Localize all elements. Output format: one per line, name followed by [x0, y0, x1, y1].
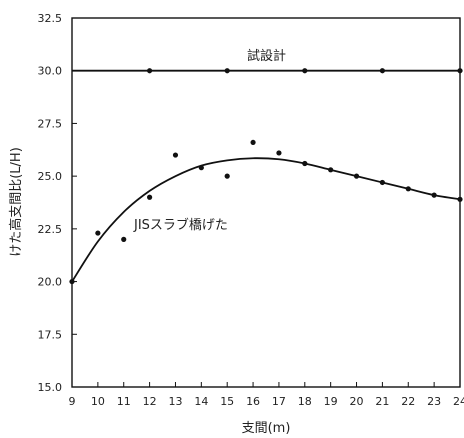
- data-points: [69, 68, 463, 285]
- x-tick-label: 21: [375, 395, 389, 408]
- data-point-series-1: [328, 167, 334, 173]
- plot-frame: [71, 17, 461, 388]
- y-tick-label: 15.0: [38, 381, 63, 394]
- x-tick-label: 13: [168, 395, 182, 408]
- data-point-series-1: [302, 160, 308, 167]
- fit-curves: [71, 69, 461, 283]
- y-tick-label: 20.0: [38, 276, 63, 289]
- x-tick-label: 20: [350, 395, 364, 408]
- fit-curve-series-1: [71, 157, 461, 283]
- y-tick-label: 22.5: [38, 223, 63, 236]
- x-tick-label: 23: [427, 395, 441, 408]
- data-point-series-1: [405, 186, 411, 192]
- y-tick-label: 30.0: [38, 65, 63, 78]
- y-tick-label: 32.5: [38, 12, 63, 25]
- x-tick-label: 18: [298, 395, 312, 408]
- data-point-series-1: [457, 196, 463, 202]
- y-tick-label: 27.5: [38, 117, 63, 130]
- x-tick-label: 15: [220, 395, 234, 408]
- x-tick-label: 11: [117, 395, 131, 408]
- data-point-series-1: [250, 139, 256, 146]
- data-point-series-1: [198, 165, 204, 171]
- x-axis-title: 支間(m): [242, 421, 291, 436]
- data-point-series-0: [457, 68, 463, 74]
- series-label-trial-design: 試設計: [247, 48, 286, 64]
- data-point-series-1: [147, 194, 153, 200]
- data-point-series-0: [147, 68, 153, 74]
- x-tick-label: 17: [272, 395, 286, 408]
- data-point-series-0: [379, 68, 385, 74]
- x-tick-label: 19: [324, 395, 338, 408]
- data-point-series-1: [276, 150, 282, 156]
- data-point-series-0: [224, 68, 230, 74]
- data-point-series-1: [431, 192, 437, 198]
- data-point-series-1: [379, 179, 385, 186]
- data-point-series-1: [172, 152, 179, 158]
- axis-ticks: 9 10 11 12 13 14 15 16 17 18 19 20 21 22 23 24 15.0 17.5 2…: [38, 12, 464, 408]
- x-tick-label: 14: [194, 395, 208, 408]
- data-point-series-1: [224, 173, 230, 179]
- series-label-jis-slab: JISスラブ橋げた: [133, 217, 228, 233]
- x-tick-label: 22: [401, 395, 415, 408]
- data-point-series-1: [95, 230, 101, 236]
- x-tick-label: 24: [453, 395, 464, 408]
- x-tick-label: 9: [69, 395, 76, 408]
- y-tick-label: 17.5: [38, 328, 63, 341]
- data-point-series-1: [353, 173, 360, 179]
- data-point-series-1: [121, 236, 127, 242]
- x-tick-label: 10: [91, 395, 105, 408]
- y-tick-label: 25.0: [38, 170, 63, 183]
- data-point-series-0: [302, 68, 308, 74]
- x-tick-label: 12: [143, 395, 157, 408]
- y-axis-title: けた高支間比(L/H): [8, 147, 24, 257]
- data-point-series-1: [69, 278, 75, 285]
- x-tick-label: 16: [246, 395, 260, 408]
